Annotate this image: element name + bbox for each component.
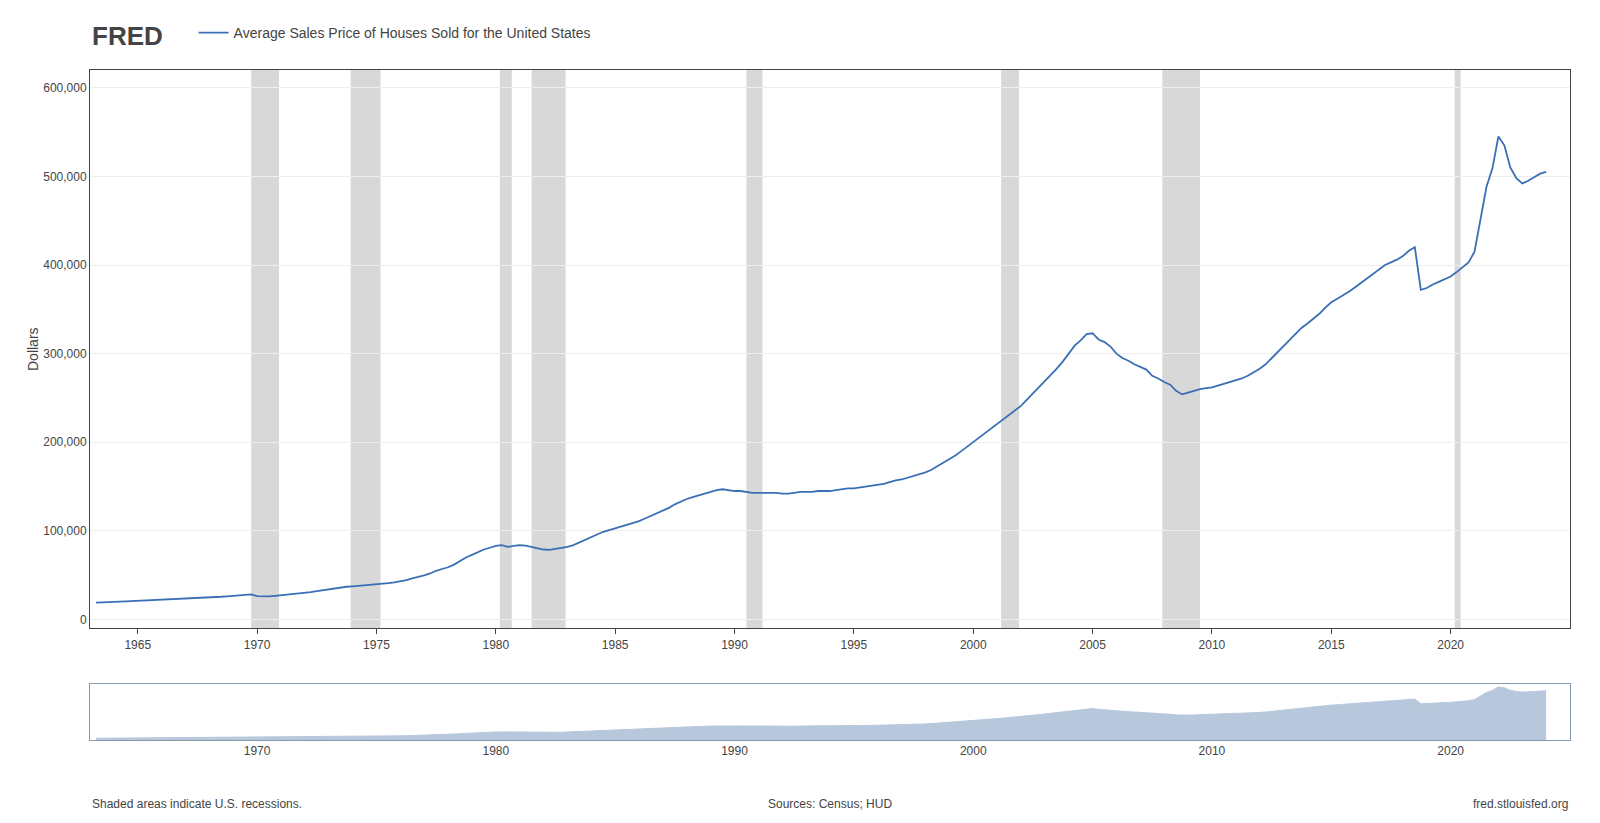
svg-text:300,000: 300,000 (43, 347, 87, 361)
svg-text:Sources: Census; HUD: Sources: Census; HUD (768, 797, 892, 811)
svg-text:100,000: 100,000 (43, 524, 87, 538)
svg-text:FRED: FRED (92, 21, 163, 51)
svg-text:Average Sales Price of Houses: Average Sales Price of Houses Sold for t… (234, 25, 591, 41)
svg-text:2005: 2005 (1079, 638, 1106, 652)
svg-text:1990: 1990 (721, 744, 748, 758)
svg-text:1965: 1965 (124, 638, 151, 652)
svg-text:1980: 1980 (482, 638, 509, 652)
svg-text:1990: 1990 (721, 638, 748, 652)
svg-text:2020: 2020 (1437, 638, 1464, 652)
svg-text:400,000: 400,000 (43, 258, 87, 272)
svg-text:1970: 1970 (244, 744, 271, 758)
svg-text:1995: 1995 (841, 638, 868, 652)
svg-text:500,000: 500,000 (43, 170, 87, 184)
svg-text:600,000: 600,000 (43, 81, 87, 95)
svg-text:2010: 2010 (1199, 638, 1226, 652)
svg-text:Dollars: Dollars (25, 327, 41, 371)
svg-text:2010: 2010 (1199, 744, 1226, 758)
svg-text:0: 0 (80, 613, 87, 627)
svg-text:Shaded areas indicate U.S. rec: Shaded areas indicate U.S. recessions. (92, 797, 302, 811)
svg-text:2020: 2020 (1437, 744, 1464, 758)
svg-text:2000: 2000 (960, 744, 987, 758)
svg-text:1975: 1975 (363, 638, 390, 652)
svg-text:1980: 1980 (482, 744, 509, 758)
svg-text:1985: 1985 (602, 638, 629, 652)
svg-text:200,000: 200,000 (43, 435, 87, 449)
svg-text:fred.stlouisfed.org: fred.stlouisfed.org (1473, 797, 1568, 811)
svg-text:1970: 1970 (244, 638, 271, 652)
svg-text:2000: 2000 (960, 638, 987, 652)
svg-text:2015: 2015 (1318, 638, 1345, 652)
